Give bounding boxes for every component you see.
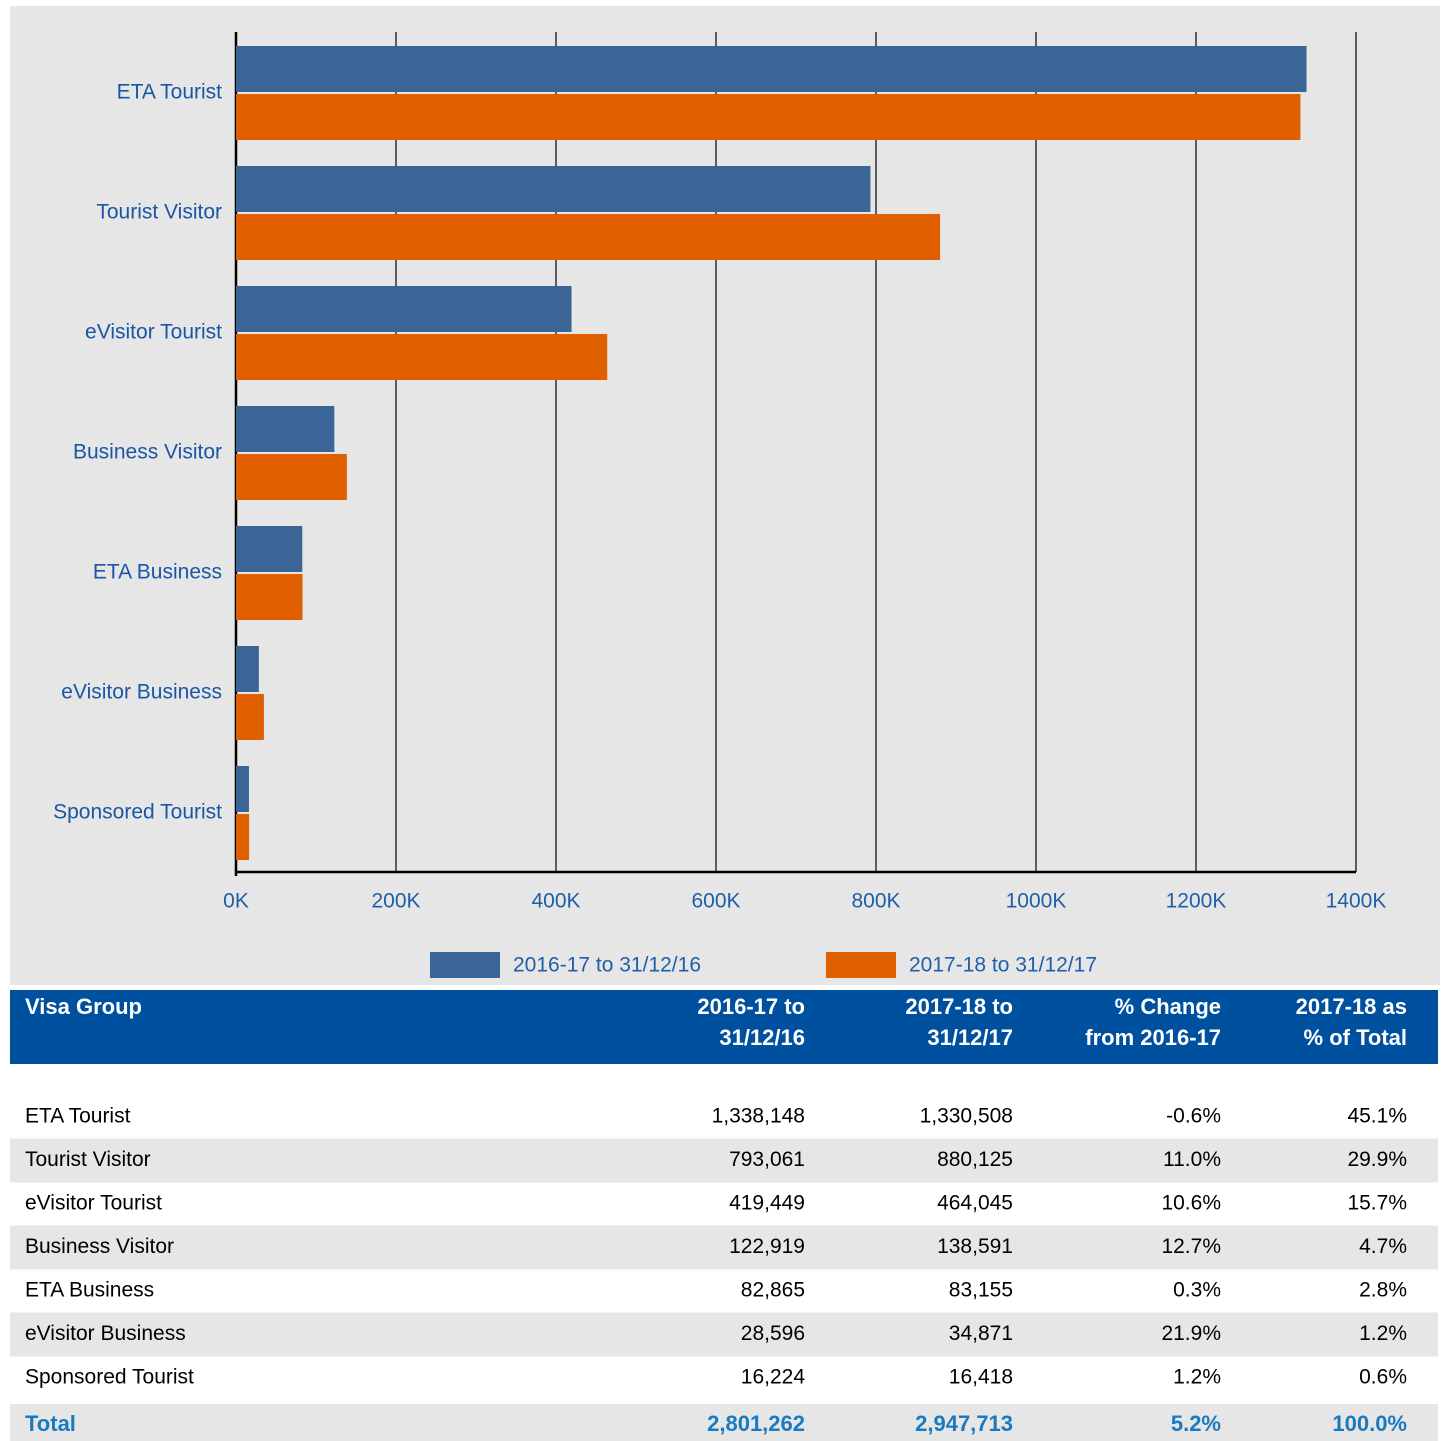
- table-cell: 82,865: [741, 1279, 805, 1302]
- table-total-stripe: [10, 1404, 1438, 1441]
- table-cell: 419,449: [729, 1192, 805, 1215]
- legend-label: 2017-18 to 31/12/17: [909, 954, 1097, 977]
- table-cell: 12.7%: [1161, 1235, 1221, 1258]
- table-cell: 15.7%: [1347, 1192, 1407, 1215]
- table-cell: eVisitor Business: [25, 1322, 186, 1345]
- table-cell: 45.1%: [1347, 1105, 1407, 1128]
- table-total-cell: 5.2%: [1171, 1411, 1221, 1436]
- table-total-cell: 100.0%: [1332, 1411, 1407, 1436]
- legend-swatch: [826, 952, 896, 978]
- table-header-cell: 2017-18 as: [1296, 994, 1407, 1019]
- y-tick-label: ETA Business: [93, 561, 222, 584]
- y-tick-label: Tourist Visitor: [96, 201, 222, 224]
- bar: [236, 574, 303, 620]
- y-tick-label: ETA Tourist: [117, 81, 223, 104]
- table-total-cell: 2,801,262: [707, 1411, 805, 1436]
- table-header-cell: from 2016-17: [1085, 1025, 1221, 1050]
- table-cell: 0.6%: [1359, 1366, 1407, 1389]
- legend-label: 2016-17 to 31/12/16: [513, 954, 701, 977]
- table-cell: 11.0%: [1163, 1148, 1221, 1171]
- table-header-cell: 31/12/16: [719, 1025, 805, 1050]
- table-cell: 4.7%: [1359, 1235, 1407, 1258]
- bar: [236, 766, 249, 812]
- table-cell: 122,919: [729, 1235, 805, 1258]
- table-cell: 0.3%: [1173, 1279, 1221, 1302]
- table-cell: ETA Business: [25, 1279, 154, 1302]
- table-cell: 793,061: [729, 1148, 805, 1171]
- table-cell: eVisitor Tourist: [25, 1192, 162, 1215]
- table-cell: 29.9%: [1347, 1148, 1407, 1171]
- table-cell: 21.9%: [1161, 1322, 1221, 1345]
- table-total-cell: 2,947,713: [915, 1411, 1013, 1436]
- x-tick-label: 600K: [691, 890, 740, 913]
- x-tick-label: 1000K: [1006, 890, 1067, 913]
- bar: [236, 694, 264, 740]
- bar: [236, 646, 259, 692]
- bar: [236, 406, 335, 452]
- y-tick-label: eVisitor Business: [61, 681, 222, 704]
- y-tick-label: Sponsored Tourist: [53, 801, 222, 824]
- bar: [236, 526, 303, 572]
- bar: [236, 166, 871, 212]
- table-total-cell: Total: [25, 1411, 76, 1436]
- table-header-cell: 31/12/17: [927, 1025, 1013, 1050]
- table-cell: Sponsored Tourist: [25, 1366, 194, 1389]
- table-cell: 10.6%: [1161, 1192, 1221, 1215]
- table-cell: 34,871: [949, 1322, 1013, 1345]
- table-header-background: [10, 990, 1438, 1064]
- table-header-cell: 2016-17 to: [697, 994, 805, 1019]
- bar: [236, 46, 1307, 92]
- legend-swatch: [430, 952, 500, 978]
- bar: [236, 814, 250, 860]
- x-tick-label: 1400K: [1326, 890, 1387, 913]
- table-cell: 83,155: [949, 1279, 1013, 1302]
- x-tick-label: 0K: [223, 890, 249, 913]
- x-tick-label: 800K: [851, 890, 900, 913]
- table-cell: Business Visitor: [25, 1235, 174, 1258]
- bar: [236, 94, 1301, 140]
- table-cell: 464,045: [937, 1192, 1013, 1215]
- table-header-cell: % of Total: [1304, 1025, 1407, 1050]
- table-cell: 1,330,508: [920, 1105, 1013, 1128]
- table-cell: ETA Tourist: [25, 1105, 131, 1128]
- table-cell: 1,338,148: [712, 1105, 805, 1128]
- x-tick-label: 1200K: [1166, 890, 1227, 913]
- table-cell: 28,596: [741, 1322, 805, 1345]
- table-header-cell: Visa Group: [25, 994, 142, 1019]
- table-cell: 2.8%: [1359, 1279, 1407, 1302]
- table-cell: 1.2%: [1359, 1322, 1407, 1345]
- table-row-stripe: [10, 1225, 1438, 1270]
- chart-background: [10, 6, 1440, 985]
- bar: [236, 286, 572, 332]
- y-tick-label: eVisitor Tourist: [85, 321, 222, 344]
- table-cell: -0.6%: [1166, 1105, 1221, 1128]
- bar: [236, 454, 347, 500]
- bar: [236, 214, 941, 260]
- table-cell: 1.2%: [1173, 1366, 1221, 1389]
- x-tick-label: 400K: [531, 890, 580, 913]
- table-cell: 138,591: [937, 1235, 1013, 1258]
- table-header-cell: 2017-18 to: [905, 994, 1013, 1019]
- table-row-stripe: [10, 1312, 1438, 1357]
- y-tick-label: Business Visitor: [73, 441, 222, 464]
- x-tick-label: 200K: [371, 890, 420, 913]
- bar: [236, 334, 608, 380]
- table-row-stripe: [10, 1138, 1438, 1183]
- table-header-cell: % Change: [1115, 994, 1221, 1019]
- table-cell: Tourist Visitor: [25, 1148, 151, 1171]
- table-cell: 16,224: [741, 1366, 806, 1389]
- table-cell: 880,125: [937, 1148, 1013, 1171]
- table-cell: 16,418: [949, 1366, 1013, 1389]
